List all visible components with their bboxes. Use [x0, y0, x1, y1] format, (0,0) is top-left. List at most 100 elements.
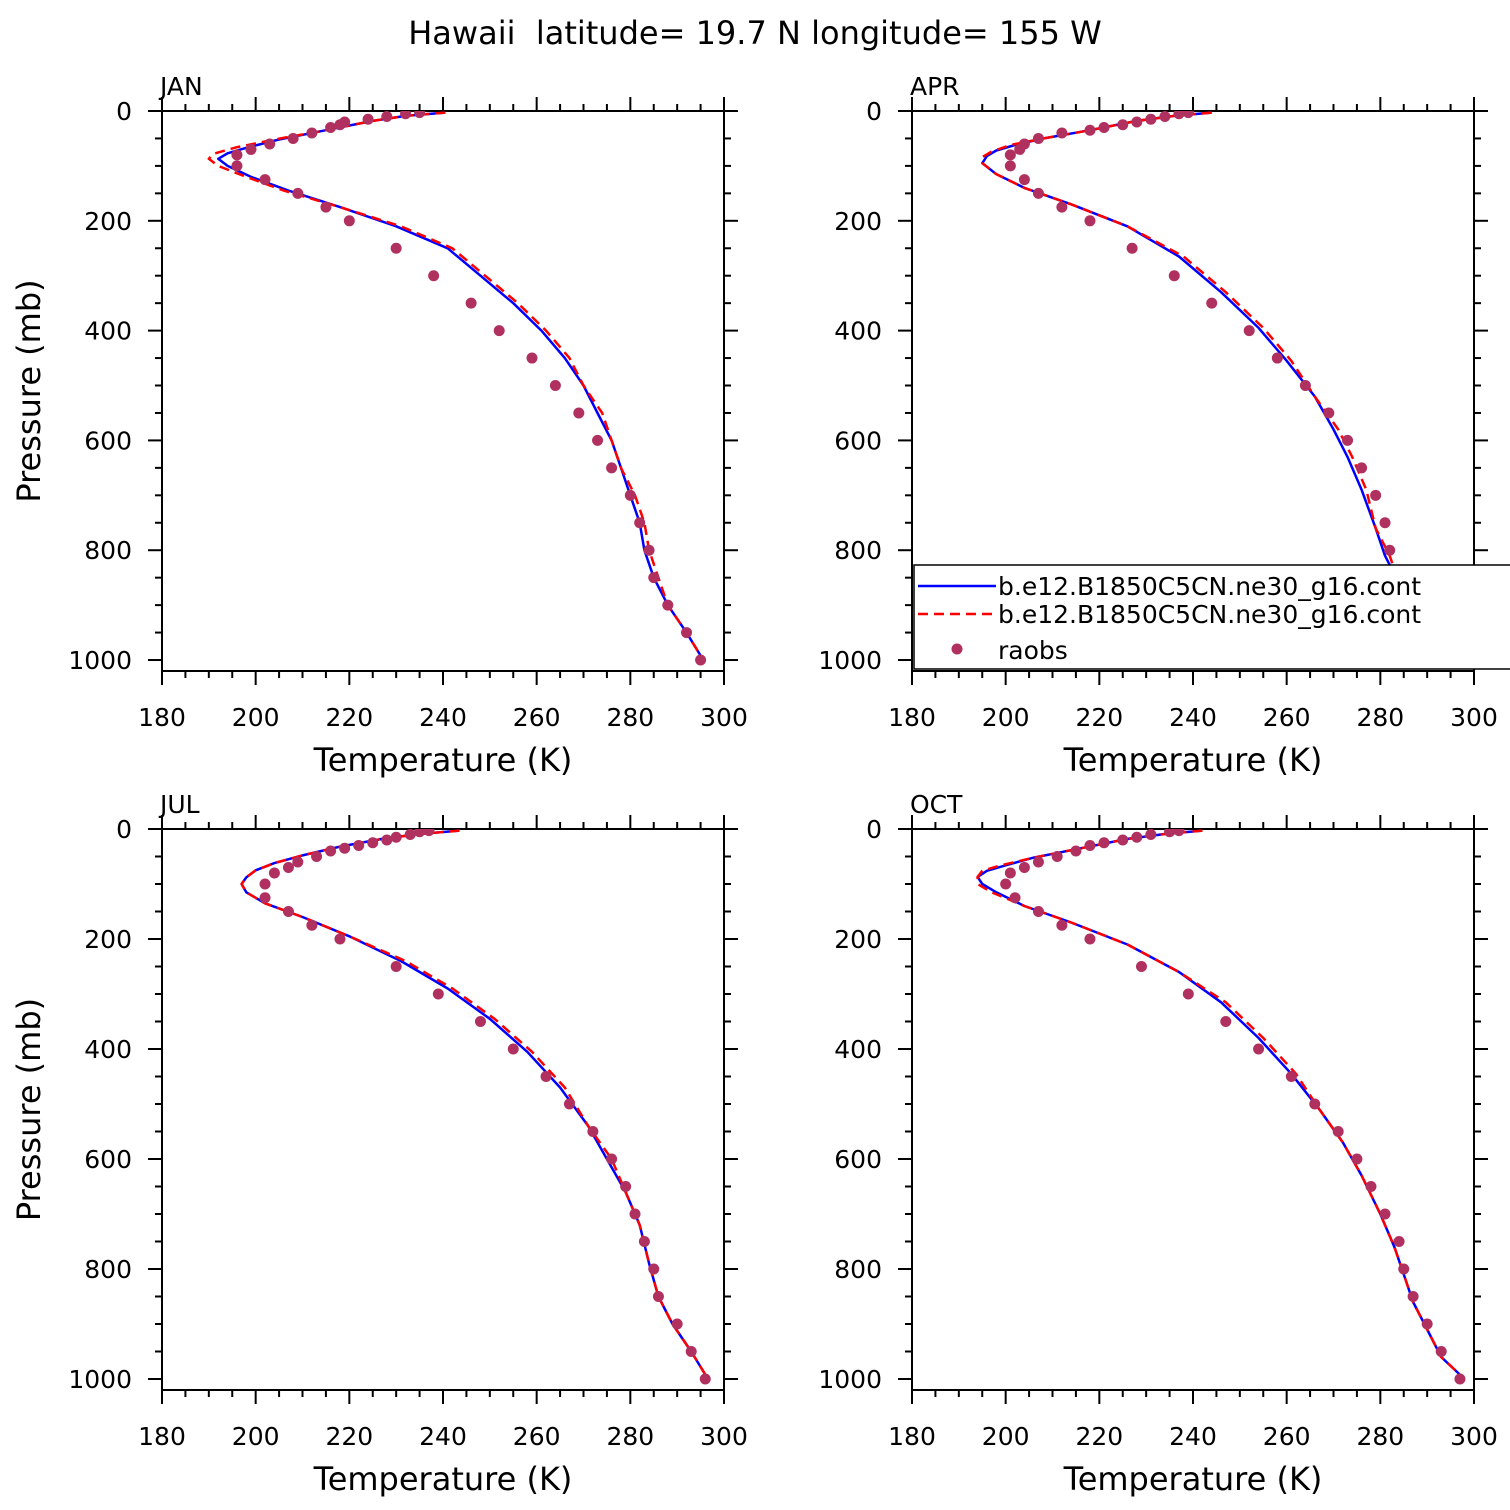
- x-tick-label: 220: [325, 703, 373, 732]
- raobs-point: [362, 113, 374, 125]
- raobs-point: [1056, 919, 1068, 931]
- raobs-point: [549, 380, 561, 392]
- raobs-point: [1407, 1291, 1419, 1302]
- raobs-point: [1084, 933, 1096, 945]
- panel-jan: JAN 180 200 220 240 260 280 300 0 200 400 600 800 100…: [10, 72, 748, 779]
- raobs-point: [1014, 143, 1026, 155]
- x-tick-label: 180: [888, 1422, 936, 1451]
- y-axis-title: Pressure (mb): [10, 279, 48, 502]
- x-tick-label: 260: [513, 1422, 561, 1451]
- raobs-point: [540, 1071, 552, 1082]
- y-tick-label: 1000: [818, 1365, 882, 1394]
- raobs-point: [404, 829, 416, 840]
- raobs-point: [1032, 132, 1044, 144]
- raobs-point: [1454, 1373, 1466, 1385]
- raobs-point: [1421, 1318, 1433, 1330]
- raobs-point: [1145, 113, 1157, 125]
- raobs-point: [638, 1236, 650, 1247]
- raobs-point: [423, 829, 435, 837]
- raobs-point: [343, 215, 355, 227]
- raobs-point: [563, 1098, 575, 1110]
- raobs-point: [1032, 856, 1044, 868]
- x-axis-title: Temperature (K): [313, 741, 573, 779]
- raobs-point: [465, 297, 477, 309]
- raobs-point: [1032, 906, 1044, 917]
- panels: JAN 180 200 220 240 260 280 300 0 200 400 600 800 100…: [10, 72, 1498, 1498]
- raobs-point: [1309, 1098, 1321, 1110]
- model1-line: [976, 829, 1461, 1376]
- raobs-point: [287, 132, 299, 144]
- raobs-point: [681, 627, 693, 639]
- x-tick-label: 180: [138, 1422, 186, 1451]
- raobs-point: [526, 352, 538, 364]
- y-tick-label: 1000: [68, 1365, 132, 1394]
- raobs-point: [1351, 1153, 1363, 1165]
- raobs-point: [367, 837, 379, 849]
- raobs-point: [1032, 187, 1044, 199]
- raobs-point: [245, 143, 257, 155]
- y-tick-label: 200: [834, 207, 882, 236]
- raobs-point: [1018, 174, 1030, 186]
- x-axis-title: Temperature (K): [1063, 741, 1323, 779]
- raobs-point: [1206, 297, 1218, 309]
- raobs-point: [1342, 434, 1354, 446]
- raobs-point: [507, 1043, 519, 1055]
- panel-jul: JUL 180 200 220 240 260 280 300 0 200 400 600 800 100…: [10, 790, 748, 1498]
- raobs-point: [1131, 831, 1143, 843]
- raobs-point: [685, 1346, 697, 1357]
- raobs-point: [1098, 121, 1110, 133]
- legend-label: raobs: [998, 636, 1068, 665]
- x-tick-label: 240: [419, 703, 467, 732]
- raobs-point: [662, 599, 674, 611]
- raobs-point: [1018, 862, 1030, 873]
- raobs-point: [282, 906, 294, 917]
- x-tick-label: 240: [1169, 1422, 1217, 1451]
- y-tick-label: 200: [834, 925, 882, 954]
- raobs-point: [1384, 544, 1396, 556]
- raobs-point: [414, 829, 426, 838]
- raobs-point: [400, 111, 412, 120]
- raobs-point: [428, 270, 440, 282]
- raobs-point: [648, 1263, 660, 1275]
- raobs-point: [1131, 116, 1143, 128]
- raobs-point: [592, 434, 604, 446]
- raobs-point: [282, 862, 294, 873]
- legend-marker-raobs: [951, 643, 963, 655]
- raobs-point: [1182, 111, 1194, 119]
- raobs-point: [1056, 127, 1068, 139]
- y-tick-label: 400: [84, 1035, 132, 1064]
- raobs-point: [231, 160, 243, 172]
- y-tick-label: 0: [866, 97, 882, 126]
- raobs-point: [620, 1181, 632, 1192]
- x-tick-label: 240: [419, 1422, 467, 1451]
- x-tick-label: 200: [982, 703, 1030, 732]
- raobs-point: [231, 149, 243, 161]
- x-tick-label: 220: [1075, 703, 1123, 732]
- x-tick-label: 280: [1356, 703, 1404, 732]
- raobs-point: [652, 1291, 664, 1302]
- legend-label: b.e12.B1850C5CN.ne30_g16.cont: [998, 572, 1421, 601]
- raobs-point: [643, 544, 655, 556]
- raobs-point: [432, 988, 444, 1000]
- x-tick-label: 260: [1263, 703, 1311, 732]
- panel-label: JAN: [158, 72, 203, 101]
- raobs-point: [606, 1153, 618, 1165]
- raobs-point: [1126, 242, 1138, 254]
- raobs-point: [259, 878, 271, 890]
- y-tick-label: 400: [84, 317, 132, 346]
- plot-frame: [911, 828, 1475, 1391]
- raobs-point: [587, 1126, 599, 1137]
- panel-label: JUL: [158, 790, 200, 819]
- raobs-point: [390, 242, 402, 254]
- raobs-point: [1393, 1236, 1405, 1247]
- raobs-point: [1365, 1181, 1377, 1192]
- raobs-point: [1084, 124, 1096, 136]
- x-tick-label: 200: [232, 1422, 280, 1451]
- x-tick-label: 260: [1263, 1422, 1311, 1451]
- raobs-point: [695, 654, 707, 666]
- raobs-point: [1117, 834, 1129, 846]
- raobs-point: [1004, 867, 1016, 879]
- raobs-point: [634, 517, 646, 529]
- y-tick-label: 600: [834, 1145, 882, 1174]
- model2-line: [207, 111, 702, 657]
